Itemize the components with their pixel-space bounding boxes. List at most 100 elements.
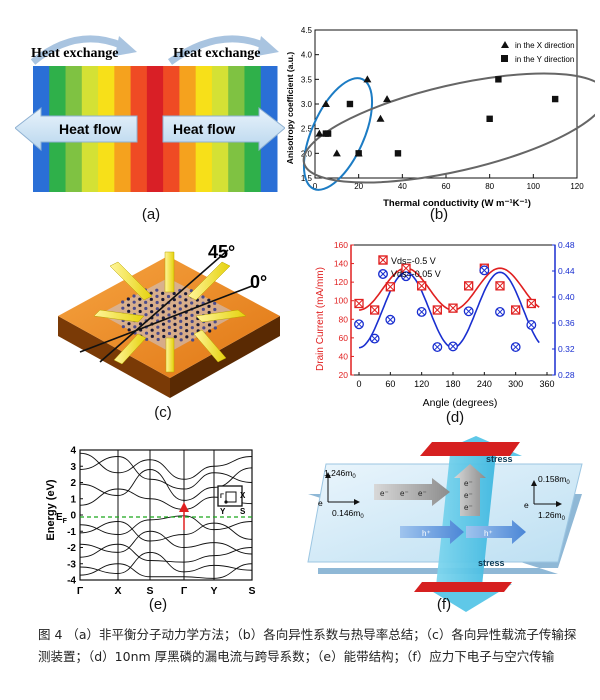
y-direction-point (355, 150, 362, 157)
axis-e-left: e (318, 498, 323, 508)
band-line (79, 515, 253, 535)
data-point-vds-005-mark (355, 320, 363, 328)
phosphorus-atom (184, 322, 189, 327)
phosphorus-atom (156, 331, 160, 335)
band-line (79, 530, 253, 555)
data-point-vds-05-mark (448, 303, 458, 313)
right-axis-horizontal-head (556, 501, 562, 507)
band-line (79, 467, 253, 501)
phosphorus-atom (138, 303, 142, 307)
phosphorus-atom (167, 313, 171, 317)
mass-bottom-left: 0.146m0 (332, 508, 364, 520)
phosphorus-atom (161, 310, 165, 314)
panel-c: 45° 0° (40, 232, 290, 412)
phosphorus-atom (162, 334, 166, 339)
data-point-vds-05-mark (417, 281, 427, 291)
data-point-vds-05-mark (385, 282, 395, 292)
hole-carrier: h⁺ (422, 529, 431, 538)
right-axis-vertical-head (531, 480, 537, 486)
panel-e-label: (e) (148, 596, 168, 613)
hole-arrow-left (400, 520, 464, 544)
electrode (187, 261, 231, 301)
data-point-vds-005-mark (465, 307, 473, 315)
phosphorus-atom (127, 322, 131, 326)
phosphorus-atom (184, 316, 188, 320)
data-point-vds-05-mark (354, 299, 364, 308)
data-point-vds-05-mark (432, 305, 442, 315)
phosphorus-atom (172, 291, 176, 296)
x-tick-label: 80 (485, 182, 494, 191)
band-line (79, 563, 253, 579)
phosphorus-atom (156, 337, 160, 342)
left-axis-horizontal-head (354, 499, 360, 505)
data-point-vds-05-mark (511, 305, 521, 315)
phosphorus-atom (213, 301, 217, 305)
x-tick-label: 240 (477, 379, 492, 389)
x-tick-label: 180 (445, 379, 460, 389)
y-tick-label: 2.0 (301, 149, 313, 158)
panel-d-label: (d) (445, 409, 465, 426)
phosphorus-atom (167, 325, 171, 329)
phosphorus-atom (196, 323, 200, 327)
data-point-vds-05-mark (495, 281, 505, 291)
y-tick-label: 2 (70, 478, 76, 489)
chart-d-xlabel: Angle (degrees) (423, 397, 498, 409)
y-direction-point (394, 150, 402, 157)
left-tick-label: 120 (334, 277, 348, 287)
bz-s-label: S (240, 507, 246, 516)
bz-gamma-point (224, 500, 228, 504)
axis-e-right: e (524, 500, 529, 510)
y-tick-label: -2 (67, 543, 76, 554)
phosphorus-atom (155, 300, 159, 305)
bz-y-label: Y (220, 507, 226, 516)
x-tick-label: 120 (414, 379, 429, 389)
phosphorus-atom (121, 325, 125, 329)
mass-bottom-left-value: 0.146m (332, 508, 360, 518)
legend-blue-marker-x2 (379, 270, 387, 278)
phosphorus-atom (138, 322, 143, 326)
phosphorus-atom (190, 313, 194, 317)
electrode (93, 309, 145, 323)
y-tick-label: -1 (67, 527, 76, 538)
phosphorus-atom (178, 307, 182, 311)
heat-flow-right-arrow (162, 106, 286, 152)
electron-carrier: e⁻ (380, 489, 389, 498)
stress-top-plate (420, 442, 520, 456)
legend-y-direction: in the Y direction (515, 55, 574, 64)
phosphorus-atom (155, 288, 159, 292)
k-point-label: S (146, 585, 153, 597)
x-direction-point (363, 75, 372, 83)
x-direction-point (376, 114, 385, 122)
mass-bottom-left-sub: 0 (360, 514, 364, 520)
legend-square-marker (501, 55, 508, 62)
legend-vds-005: Vds=-0.05 V (391, 269, 441, 279)
electron-carrier: e⁻ (464, 491, 473, 500)
left-axis-vertical-head (325, 472, 331, 478)
k-point-label: X (114, 585, 121, 597)
blue-highlight-ellipse (302, 77, 374, 191)
phosphorus-atom (190, 301, 194, 305)
phosphorus-atom (155, 313, 160, 317)
phosphorus-atom (179, 325, 183, 330)
phosphorus-atom (138, 297, 142, 301)
y-tick-label: 2.5 (301, 125, 313, 134)
phosphorus-atom (138, 309, 142, 314)
data-point-vds-05-mark (526, 299, 536, 308)
hole-arrow-right (466, 520, 526, 544)
x-direction-point (315, 129, 324, 137)
left-tick-label: 140 (334, 259, 348, 269)
stress-bottom-plate (414, 582, 512, 592)
phosphorus-atom (127, 328, 131, 332)
x-direction-point (332, 149, 341, 157)
phosphorus-atom (179, 338, 183, 342)
band-line (79, 521, 253, 542)
phosphorus-atom (121, 300, 125, 304)
band-line (79, 551, 253, 574)
heat-exchange-left-label: Heat exchange (31, 46, 118, 61)
temperature-stripe (130, 66, 148, 192)
data-point-vds-05-mark (370, 305, 380, 315)
mass-top-right-value: 0.158m (538, 474, 566, 484)
phosphorus-atom (149, 291, 153, 295)
phosphorus-atom (162, 328, 166, 332)
x-tick-label: 100 (527, 182, 541, 191)
